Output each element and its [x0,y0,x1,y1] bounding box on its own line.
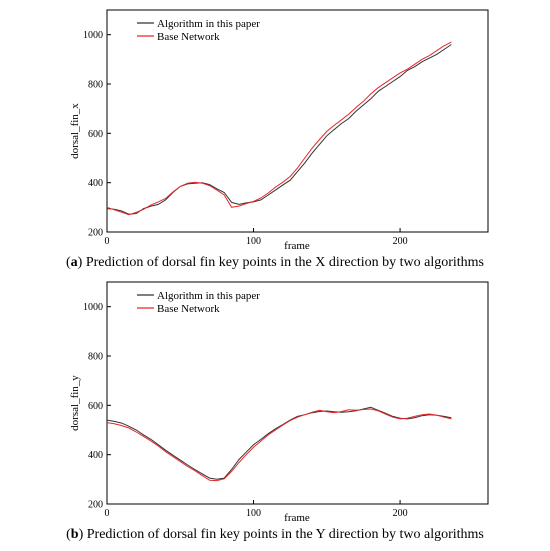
y-tick-label: 200 [88,500,103,511]
x-tick-label: 200 [393,508,408,519]
series-line-base-network [106,41,452,216]
y-tick-label: 1000 [83,30,103,41]
y-tick-label: 200 [88,228,103,239]
series-line-algorithm [106,406,452,480]
caption-a-letter: a [70,255,78,270]
panel-b: 0 100 200 200 400 600 800 1000 frame dorsal_fin_y… [69,281,489,524]
y-axis-label: dorsal_fin_y [69,375,81,431]
y-tick-label: 600 [88,401,103,412]
plot-frame [106,9,489,233]
x-tick-label: 200 [393,236,408,247]
x-tick-label: 0 [105,236,110,247]
legend-entry: Base Network [157,31,220,43]
y-tick-label: 400 [88,178,103,189]
y-tick-label: 1000 [83,302,103,313]
panel-a: 0 100 200 200 400 600 800 1000 frame dorsal_fin_x… [69,9,489,252]
legend-entry: Algorithm in this paper [157,18,260,30]
legend-entry: Algorithm in this paper [157,290,260,302]
caption-a: (a) Prediction of dorsal fin key points … [65,255,484,270]
caption-b-letter: b [70,527,79,542]
x-tick-label: 0 [105,508,110,519]
caption-b-text: Prediction of dorsal fin key points in t… [86,527,484,542]
legend-entry: Base Network [157,303,220,315]
y-tick-label: 600 [88,129,103,140]
x-tick-label: 100 [246,508,261,519]
x-tick-label: 100 [246,236,261,247]
y-tick-label: 800 [88,80,103,91]
y-tick-label: 800 [88,352,103,363]
y-axis-label: dorsal_fin_x [69,103,81,159]
caption-a-text: Prediction of dorsal fin key points in t… [85,255,484,270]
x-axis-label: frame [284,240,310,252]
x-axis-label: frame [284,512,310,524]
series-line-algorithm [106,44,452,215]
y-tick-label: 400 [88,450,103,461]
series-line-base-network [106,408,452,482]
plot-frame [106,281,489,505]
caption-b: (b) Prediction of dorsal fin key points … [66,527,484,542]
